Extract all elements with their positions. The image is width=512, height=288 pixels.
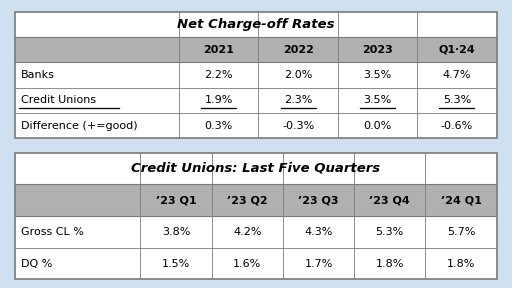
Text: 2.2%: 2.2%: [204, 70, 233, 80]
Text: 1.8%: 1.8%: [447, 259, 475, 268]
Bar: [15, 12, 497, 37]
Bar: [15, 88, 497, 113]
Bar: [15, 216, 497, 248]
Bar: [15, 248, 497, 279]
Text: ’23 Q2: ’23 Q2: [227, 195, 268, 205]
Text: ’23 Q3: ’23 Q3: [298, 195, 339, 205]
Text: Credit Unions: Credit Unions: [21, 95, 96, 105]
Text: ’23 Q1: ’23 Q1: [156, 195, 197, 205]
Text: Net Charge-off Rates: Net Charge-off Rates: [177, 18, 335, 31]
Text: -0.3%: -0.3%: [282, 121, 314, 130]
Bar: [15, 113, 497, 138]
Text: ’24 Q1: ’24 Q1: [441, 195, 481, 205]
Text: Q1‧24: Q1‧24: [439, 45, 475, 54]
Text: 0.0%: 0.0%: [364, 121, 392, 130]
Text: 1.8%: 1.8%: [376, 259, 404, 268]
Text: 4.2%: 4.2%: [233, 227, 262, 237]
Text: 4.7%: 4.7%: [443, 70, 471, 80]
Text: 0.3%: 0.3%: [205, 121, 233, 130]
Text: 5.3%: 5.3%: [376, 227, 404, 237]
Text: 1.5%: 1.5%: [162, 259, 190, 268]
Text: Difference (+=good): Difference (+=good): [21, 121, 138, 130]
Text: 2.3%: 2.3%: [284, 95, 312, 105]
Text: 3.5%: 3.5%: [364, 95, 392, 105]
Text: 1.6%: 1.6%: [233, 259, 262, 268]
Text: Banks: Banks: [21, 70, 55, 80]
Text: 5.3%: 5.3%: [443, 95, 471, 105]
Text: 5.7%: 5.7%: [447, 227, 475, 237]
Text: 1.9%: 1.9%: [204, 95, 233, 105]
Text: 3.5%: 3.5%: [364, 70, 392, 80]
Bar: [15, 184, 497, 216]
Text: DQ %: DQ %: [21, 259, 53, 268]
Text: -0.6%: -0.6%: [441, 121, 473, 130]
Text: ’23 Q4: ’23 Q4: [370, 195, 410, 205]
Bar: [15, 153, 497, 184]
Text: 1.7%: 1.7%: [304, 259, 333, 268]
Text: Credit Unions: Last Five Quarters: Credit Unions: Last Five Quarters: [132, 162, 380, 175]
Text: 4.3%: 4.3%: [304, 227, 333, 237]
Text: 2.0%: 2.0%: [284, 70, 312, 80]
Text: 3.8%: 3.8%: [162, 227, 190, 237]
Text: 2023: 2023: [362, 45, 393, 54]
Text: 2022: 2022: [283, 45, 313, 54]
Text: Gross CL %: Gross CL %: [21, 227, 84, 237]
Bar: [15, 62, 497, 88]
Bar: [15, 37, 497, 62]
Text: 2021: 2021: [203, 45, 234, 54]
